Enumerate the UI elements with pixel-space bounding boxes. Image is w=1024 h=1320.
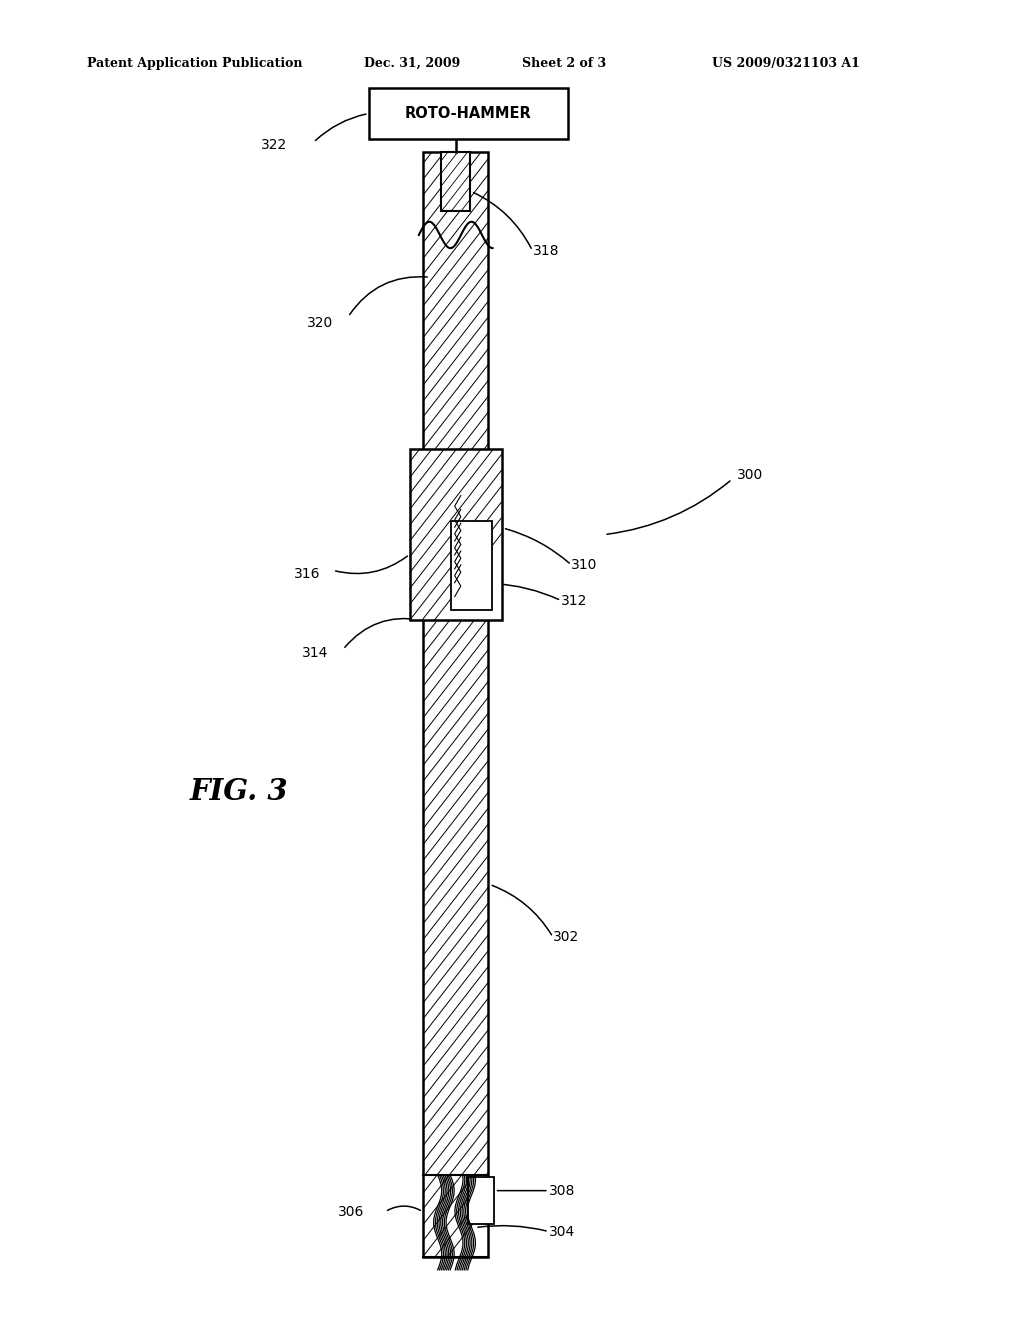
Text: 310: 310 [571,558,598,572]
Text: 314: 314 [302,647,329,660]
Bar [451,520,492,610]
Text: 300: 300 [737,469,764,482]
Text: Dec. 31, 2009: Dec. 31, 2009 [364,57,460,70]
Bar [369,88,568,139]
Text: 312: 312 [561,594,588,607]
Text: US 2009/0321103 A1: US 2009/0321103 A1 [712,57,859,70]
Bar [410,449,502,620]
Text: 316: 316 [294,568,321,581]
Text: Patent Application Publication: Patent Application Publication [87,57,302,70]
Text: 322: 322 [261,139,288,152]
Text: 306: 306 [338,1205,365,1218]
Bar [423,152,488,1257]
Text: 308: 308 [549,1184,575,1197]
Text: Sheet 2 of 3: Sheet 2 of 3 [522,57,606,70]
Bar [410,449,502,620]
Text: 302: 302 [553,931,580,944]
Bar [423,152,488,1257]
Bar [441,152,470,211]
Text: ROTO-HAMMER: ROTO-HAMMER [406,106,531,121]
Text: 318: 318 [532,244,559,257]
Text: FIG. 3: FIG. 3 [189,777,288,807]
Bar [468,1177,494,1224]
Bar [441,152,470,211]
Text: 320: 320 [307,317,334,330]
Text: 304: 304 [549,1225,575,1238]
